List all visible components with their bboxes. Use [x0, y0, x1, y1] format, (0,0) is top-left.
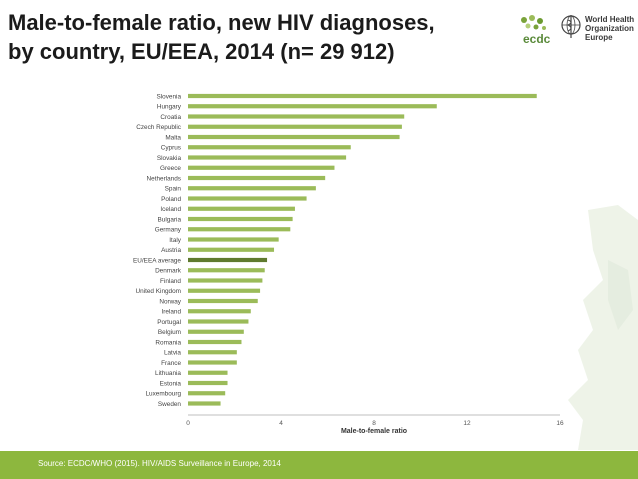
bar-germany — [188, 227, 291, 232]
category-label: EU/EEA average — [133, 257, 181, 264]
bar-luxembourg — [188, 391, 226, 396]
category-label: Greece — [160, 165, 181, 172]
who-label: World Health Organization Europe — [585, 15, 634, 42]
bar-croatia — [188, 114, 405, 119]
category-label: Lithuania — [155, 370, 181, 377]
bar-denmark — [188, 268, 265, 273]
title-line-1: Male-to-female ratio, new HIV diagnoses, — [8, 10, 435, 35]
europe-map-watermark — [568, 205, 638, 450]
bar-romania — [188, 339, 242, 345]
bar-malta — [188, 134, 400, 140]
category-label: Malta — [165, 134, 181, 141]
bar-netherlands — [188, 175, 326, 181]
x-tick-label: 0 — [186, 420, 190, 427]
category-label: United Kingdom — [136, 288, 181, 295]
category-label: Sweden — [158, 401, 182, 408]
bar-italy — [188, 237, 279, 242]
who-line-2: Organization — [585, 24, 634, 33]
bar-united-kingdom — [188, 288, 261, 293]
category-label: Denmark — [155, 268, 182, 275]
bar-poland — [188, 196, 307, 201]
bar-eu-eea-average — [188, 257, 268, 263]
who-line-3: Europe — [585, 33, 613, 42]
category-label: Estonia — [160, 380, 182, 387]
bar-spain — [188, 186, 316, 191]
category-label: Croatia — [160, 114, 181, 121]
bar-bulgaria — [188, 216, 293, 222]
category-label: Belgium — [158, 329, 181, 336]
category-label: Latvia — [164, 350, 181, 357]
category-label: Luxembourg — [145, 391, 181, 398]
bar-austria — [188, 247, 275, 252]
bar-portugal — [188, 319, 249, 324]
bar-belgium — [188, 329, 244, 334]
category-label: Ireland — [161, 309, 181, 316]
x-tick-label: 4 — [279, 420, 283, 427]
bar-norway — [188, 298, 258, 304]
logos: ecdc World Health Organization Europe — [516, 12, 634, 52]
bar-sweden — [188, 401, 221, 406]
x-tick-label: 12 — [463, 420, 471, 427]
bar-hungary — [188, 104, 437, 109]
who-line-1: World Health — [585, 15, 635, 24]
category-label: Germany — [155, 227, 182, 234]
bar-iceland — [188, 206, 295, 211]
category-label: Poland — [161, 196, 181, 203]
category-label: Austria — [161, 247, 181, 254]
ecdc-label: ecdc — [523, 32, 551, 46]
who-emblem-icon — [561, 15, 581, 38]
category-label: Iceland — [160, 206, 181, 213]
bar-france — [188, 360, 237, 365]
category-label: Italy — [169, 237, 182, 244]
category-label: Finland — [160, 278, 181, 285]
category-label: Norway — [159, 298, 181, 305]
category-label: Cyprus — [161, 145, 181, 152]
category-label: Slovenia — [156, 93, 181, 100]
bar-ireland — [188, 309, 251, 314]
bar-greece — [188, 165, 335, 170]
category-label: Portugal — [157, 319, 181, 326]
bar-czech-republic — [188, 124, 402, 129]
bar-cyprus — [188, 145, 351, 150]
category-label: France — [161, 360, 181, 367]
bar-chart: Slovenia Hungary Croatia Czech Republic Malt… — [133, 93, 564, 435]
bar-latvia — [188, 350, 237, 355]
category-label: Slovakia — [157, 155, 182, 162]
category-label: Romania — [155, 339, 181, 346]
x-tick-label: 8 — [372, 420, 376, 427]
x-tick-label: 16 — [556, 420, 564, 427]
bar-estonia — [188, 380, 228, 386]
category-label: Netherlands — [147, 175, 181, 182]
source-note: Source: ECDC/WHO (2015). HIV/AIDS Survei… — [38, 459, 281, 468]
page-title: Male-to-female ratio, new HIV diagnoses,… — [8, 8, 508, 66]
category-label: Spain — [165, 186, 182, 193]
bar-slovenia — [188, 93, 537, 99]
footer-bar: Source: ECDC/WHO (2015). HIV/AIDS Survei… — [0, 451, 638, 479]
category-label: Czech Republic — [136, 124, 182, 131]
category-label: Bulgaria — [158, 216, 182, 223]
x-axis-label: Male-to-female ratio — [341, 428, 407, 435]
category-label: Hungary — [157, 104, 182, 111]
bar-lithuania — [188, 370, 228, 375]
bar-slovakia — [188, 155, 347, 160]
title-line-2: by country, EU/EEA, 2014 (n= 29 912) — [8, 39, 395, 64]
bar-finland — [188, 278, 263, 283]
ecdc-logo-icon — [521, 15, 546, 30]
